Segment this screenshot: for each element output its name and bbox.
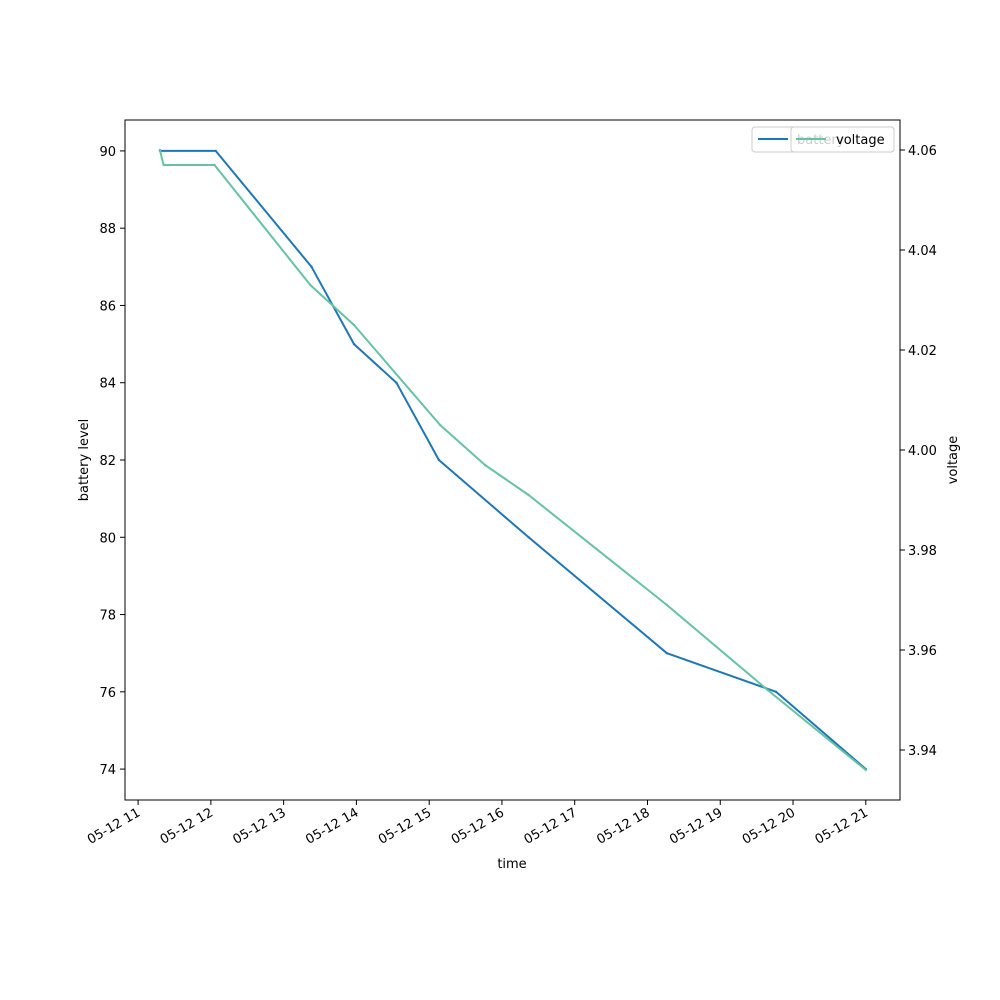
y-axis-left: 74 76 78 80 82 84 86 88 90 xyxy=(99,145,125,778)
legend-right-box xyxy=(790,126,895,153)
series-layer xyxy=(158,148,867,772)
data-point-battery xyxy=(437,458,441,462)
data-point-battery xyxy=(527,536,530,539)
y-right-tick-label: 3.94 xyxy=(908,744,937,759)
y-axis-left-label: battery level xyxy=(77,419,92,502)
data-point-voltage xyxy=(864,768,867,772)
data-point-voltage xyxy=(527,493,530,497)
y-right-tick-label: 4.04 xyxy=(908,244,937,259)
data-point-voltage xyxy=(162,163,165,167)
x-axis-label: time xyxy=(497,857,526,872)
y-left-tick-label: 80 xyxy=(99,531,116,546)
y-left-tick-label: 76 xyxy=(99,686,116,701)
series-line-battery xyxy=(159,149,867,770)
y-axis-right: 3.94 3.96 3.98 4.00 4.02 4.04 4.06 xyxy=(900,144,937,759)
y-right-tick-label: 3.98 xyxy=(908,544,937,559)
legend-voltage-label: voltage xyxy=(836,133,885,148)
data-point-battery xyxy=(310,265,313,268)
y-left-tick-label: 78 xyxy=(99,609,116,624)
data-point-battery xyxy=(774,690,778,693)
data-point-battery xyxy=(665,652,669,655)
y-left-tick-label: 82 xyxy=(99,454,116,469)
data-point-voltage xyxy=(665,603,669,607)
data-point-voltage xyxy=(158,148,162,152)
y-right-tick-label: 3.96 xyxy=(908,644,937,659)
y-left-tick-label: 84 xyxy=(99,377,116,392)
data-point-voltage xyxy=(438,423,442,427)
data-point-battery xyxy=(214,149,217,153)
data-point-voltage xyxy=(213,163,216,167)
legend-right: voltage xyxy=(790,126,895,153)
y-left-tick-label: 74 xyxy=(99,763,116,778)
y-axis-right-label: voltage xyxy=(946,436,961,485)
y-left-tick-label: 86 xyxy=(99,299,116,314)
data-point-voltage xyxy=(352,323,356,327)
y-right-tick-label: 4.02 xyxy=(908,344,937,359)
y-right-tick-label: 4.06 xyxy=(908,144,937,159)
data-point-voltage xyxy=(766,688,769,692)
y-left-tick-label: 90 xyxy=(99,145,116,160)
data-point-voltage xyxy=(309,283,312,287)
y-left-tick-label: 88 xyxy=(99,222,116,237)
y-right-tick-label: 4.00 xyxy=(908,444,937,459)
data-point-battery xyxy=(352,342,356,346)
data-point-battery xyxy=(395,381,398,384)
data-point-voltage xyxy=(483,463,487,467)
